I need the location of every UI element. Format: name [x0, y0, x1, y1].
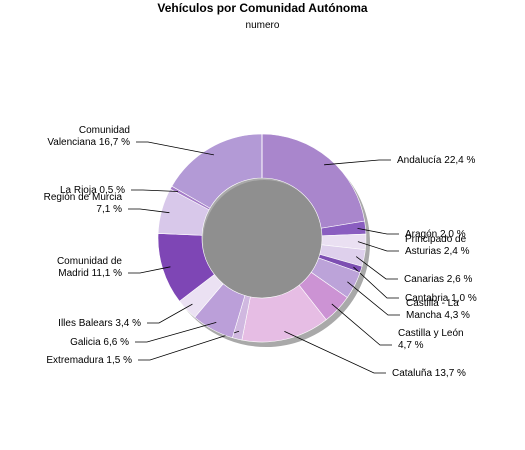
- leader-line: [128, 266, 171, 274]
- slice-label: La Rioja 0,5 %: [60, 185, 125, 196]
- slice-label: Castilla y León 4,7 %: [398, 328, 464, 351]
- slice-label: Castilla - La Mancha 4,3 %: [406, 298, 470, 321]
- leader-line: [138, 330, 240, 361]
- leader-line: [357, 241, 399, 252]
- slice-label: Illes Balears 3,4 %: [58, 318, 141, 329]
- slice-label: Extremadura 1,5 %: [46, 355, 132, 366]
- leader-line: [147, 303, 193, 324]
- leader-line: [347, 281, 400, 316]
- slice-label: Principado de Asturias 2,4 %: [405, 234, 470, 257]
- slice-label: Comunidad de Madrid 11,1 %: [57, 256, 122, 279]
- leader-line: [324, 159, 391, 166]
- leader-line: [135, 322, 217, 343]
- chart-title: Vehículos por Comunidad Autónoma: [157, 1, 368, 15]
- slice-label: Región de Murcia 7,1 %: [44, 192, 123, 215]
- slice-label: Comunidad Valenciana 16,7 %: [47, 125, 130, 148]
- leader-line: [331, 303, 392, 346]
- donut-hole-shadow: [203, 180, 325, 302]
- leader-line: [353, 266, 399, 299]
- leader-line: [357, 227, 399, 235]
- leader-line: [136, 141, 214, 156]
- slice-label: Andalucía 22,4 %: [397, 155, 475, 166]
- leader-line: [284, 330, 386, 374]
- leader-line: [131, 189, 179, 192]
- slice-label: Cantabria 1,0 %: [405, 293, 477, 304]
- leader-line: [355, 256, 398, 280]
- slice-label: Galicia 6,6 %: [70, 337, 129, 348]
- leader-line: [128, 208, 170, 214]
- slice-label: Aragón 2,0 %: [405, 229, 466, 240]
- chart-subtitle: numero: [245, 20, 280, 31]
- slice-label: Canarias 2,6 %: [404, 274, 472, 285]
- slice-label: Cataluña 13,7 %: [392, 368, 466, 379]
